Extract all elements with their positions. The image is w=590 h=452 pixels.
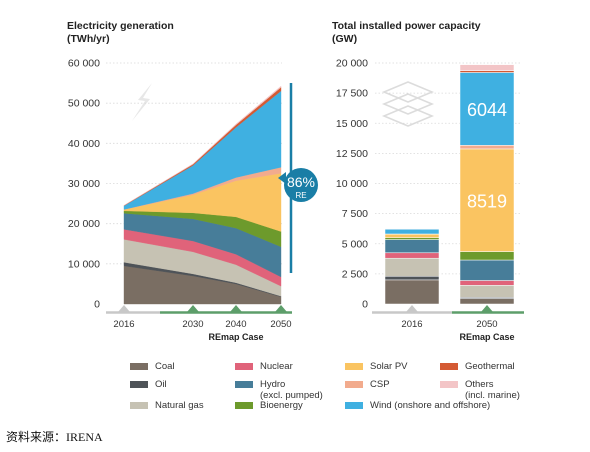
- legend-item-wind: Wind (onshore and offshore): [345, 400, 490, 411]
- left-y-tick-label: 50 000: [68, 98, 100, 110]
- bar-2050-natural_gas: [460, 285, 514, 297]
- legend-label: Natural gas: [155, 400, 204, 411]
- lightning-icon: [132, 83, 152, 121]
- left-y-tick-label: 60 000: [68, 58, 100, 70]
- bar-value-label: 8519: [467, 191, 507, 211]
- bar-2050-hydro: [460, 260, 514, 280]
- right-y-tick-label: 20 000: [336, 58, 368, 70]
- left-axis-triangle: [118, 305, 130, 312]
- legend-swatch: [130, 363, 148, 370]
- left-area-series: [124, 86, 281, 304]
- legend-item-others: Others (incl. marine): [440, 379, 520, 401]
- legend-swatch: [235, 381, 253, 388]
- left-y-tick-label: 20 000: [68, 218, 100, 230]
- legend-item-coal: Coal: [130, 361, 175, 372]
- legend-label: Wind (onshore and offshore): [370, 400, 490, 411]
- right-subtitle: (GW): [332, 33, 357, 45]
- legend-label: Geothermal: [465, 361, 515, 372]
- layers-stack-icon: [384, 82, 432, 126]
- right-y-tick-labels: 0 2 500 5 000 7 500 10 000 12 500 15 000 17 500…: [336, 58, 368, 311]
- right-x-axis: 2016 2050 REmap Case: [372, 305, 524, 342]
- legend-swatch: [235, 363, 253, 370]
- bar-value-label: 6044: [467, 100, 507, 120]
- right-y-tick-label: 7 500: [342, 208, 368, 220]
- bar-2050-geothermal: [460, 71, 514, 73]
- legend-label: Bioenergy: [260, 400, 303, 411]
- left-subtitle: (TWh/yr): [67, 33, 110, 45]
- right-y-tick-label: 17 500: [336, 88, 368, 100]
- legend-swatch: [345, 363, 363, 370]
- source-note: 资料来源：IRENA: [6, 428, 103, 445]
- legend-item-natural_gas: Natural gas: [130, 400, 204, 411]
- left-axis-triangle: [275, 305, 287, 312]
- right-axis-triangle: [406, 305, 418, 312]
- right-y-tick-label: 2 500: [342, 268, 368, 280]
- legend-label: Nuclear: [260, 361, 293, 372]
- callout-value: 86%: [287, 174, 315, 190]
- left-x-tick-label: 2050: [270, 319, 291, 330]
- legend: Coal Nuclear Solar PV Geothermal Oil Hydro (e…: [130, 355, 570, 417]
- left-y-tick-label: 10 000: [68, 258, 100, 270]
- legend-label: Hydro (excl. pumped): [260, 379, 323, 401]
- legend-label: Oil: [155, 379, 167, 390]
- left-axis-triangle: [230, 305, 242, 312]
- left-x-caption: REmap Case: [208, 332, 263, 342]
- renewables-share-callout: 86% RE: [278, 83, 318, 273]
- legend-swatch: [130, 402, 148, 409]
- legend-label: CSP: [370, 379, 390, 390]
- legend-swatch: [345, 381, 363, 388]
- legend-item-bioenergy: Bioenergy: [235, 400, 303, 411]
- bar-2050-csp: [460, 145, 514, 149]
- right-panel-installed-capacity: Total installed power capacity (GW) 8519…: [332, 20, 524, 342]
- right-x-tick-label: 2016: [401, 319, 422, 330]
- right-y-tick-label: 10 000: [336, 178, 368, 190]
- left-y-tick-label: 40 000: [68, 138, 100, 150]
- left-x-axis: 2016 2030 2040 2050 REmap Case: [106, 305, 292, 342]
- right-y-tick-label: 12 500: [336, 148, 368, 160]
- legend-swatch: [345, 402, 363, 409]
- legend-label: Coal: [155, 361, 175, 372]
- right-title: Total installed power capacity: [332, 20, 481, 32]
- left-panel-electricity-generation: Electricity generation (TWh/yr) 0 10 000 2…: [67, 20, 318, 342]
- legend-item-hydro: Hydro (excl. pumped): [235, 379, 323, 401]
- left-title: Electricity generation: [67, 20, 174, 32]
- legend-swatch: [130, 381, 148, 388]
- bar-2016-bioenergy: [385, 238, 439, 240]
- bar-2050-coal: [460, 299, 514, 304]
- right-y-tick-label: 15 000: [336, 118, 368, 130]
- bar-2050-nuclear: [460, 281, 514, 286]
- callout-label: RE: [295, 191, 306, 200]
- bar-2016-nuclear: [385, 253, 439, 258]
- left-x-tick-label: 2030: [182, 319, 203, 330]
- legend-item-solar_pv: Solar PV: [345, 361, 408, 372]
- bar-2016-solar_pv: [385, 234, 439, 238]
- right-x-caption: REmap Case: [459, 332, 514, 342]
- legend-item-nuclear: Nuclear: [235, 361, 293, 372]
- bar-2050-others: [460, 65, 514, 71]
- left-x-tick-label: 2016: [113, 319, 134, 330]
- legend-label: Others (incl. marine): [465, 379, 520, 401]
- bar-2016-oil: [385, 276, 439, 280]
- left-y-tick-label: 0: [94, 299, 100, 311]
- left-y-tick-labels: 0 10 000 20 000 30 000 40 000 50 000 60 000: [68, 58, 100, 311]
- bar-2016-natural_gas: [385, 258, 439, 276]
- bar-2016-hydro: [385, 240, 439, 253]
- right-y-tick-label: 5 000: [342, 238, 368, 250]
- legend-swatch: [440, 381, 458, 388]
- legend-label: Solar PV: [370, 361, 408, 372]
- bar-2016-wind: [385, 229, 439, 234]
- bar-2016-coal: [385, 280, 439, 304]
- right-y-tick-label: 0: [362, 299, 368, 311]
- right-axis-triangle: [481, 305, 493, 312]
- legend-swatch: [440, 363, 458, 370]
- bar-2050-bioenergy: [460, 252, 514, 260]
- legend-item-geothermal: Geothermal: [440, 361, 515, 372]
- legend-item-csp: CSP: [345, 379, 390, 390]
- left-x-tick-label: 2040: [225, 319, 246, 330]
- right-x-tick-label: 2050: [476, 319, 497, 330]
- legend-item-oil: Oil: [130, 379, 167, 390]
- left-y-tick-label: 30 000: [68, 178, 100, 190]
- legend-swatch: [235, 402, 253, 409]
- left-axis-triangle: [187, 305, 199, 312]
